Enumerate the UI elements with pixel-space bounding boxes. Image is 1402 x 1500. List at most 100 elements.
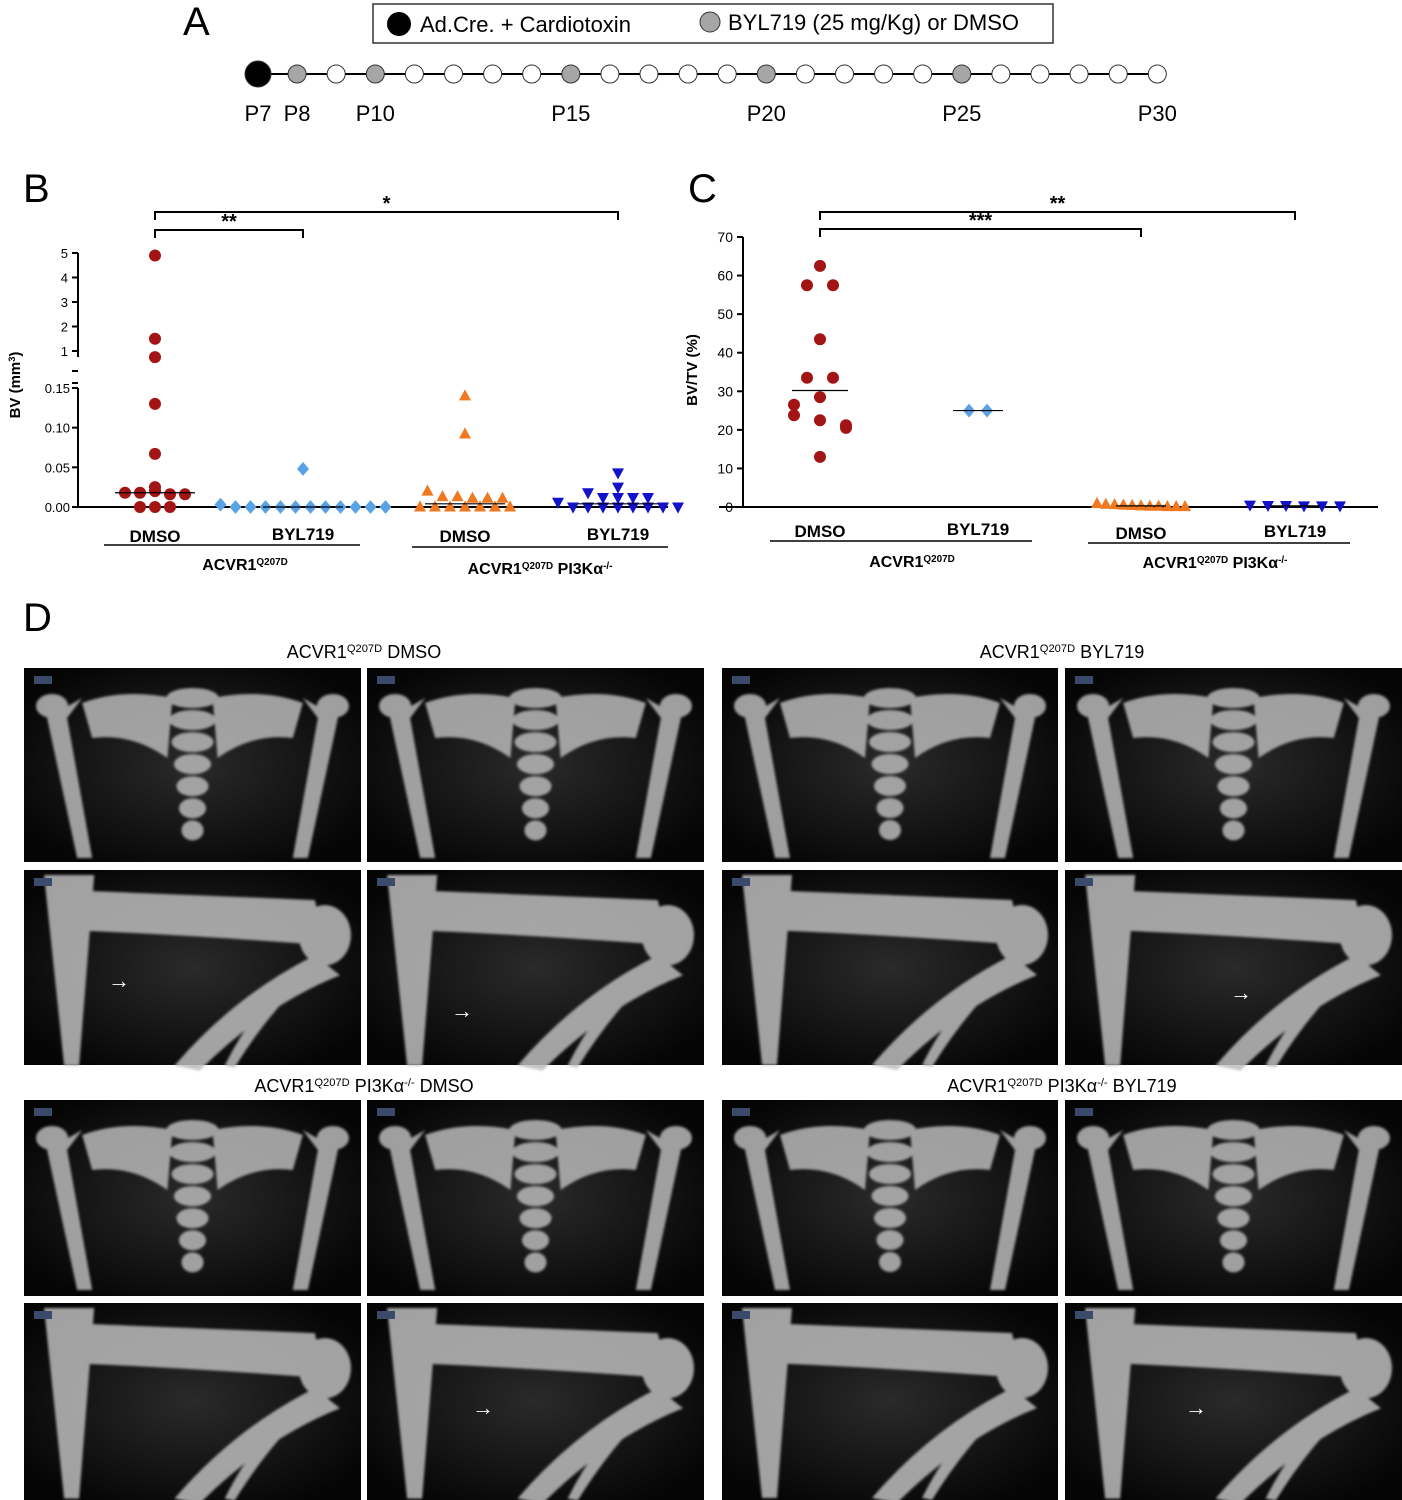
image-group-title: ACVR1Q207D PI3Kα-/- BYL719 bbox=[947, 1076, 1176, 1096]
femur-left bbox=[745, 1130, 790, 1290]
significance-label: ** bbox=[221, 211, 237, 233]
hip-bone-left bbox=[780, 694, 870, 758]
adjacent-bone bbox=[387, 875, 438, 1066]
timeline-day-marker bbox=[244, 60, 272, 88]
data-point bbox=[244, 500, 257, 514]
vertebra bbox=[171, 732, 214, 753]
hip-bone-left bbox=[425, 1126, 516, 1190]
vertebra bbox=[869, 732, 911, 752]
limb-skeleton bbox=[1085, 875, 1392, 1071]
data-point bbox=[1280, 500, 1292, 513]
vertebra bbox=[173, 754, 212, 775]
data-point bbox=[364, 500, 377, 514]
data-point bbox=[504, 500, 516, 512]
hip-bone-left bbox=[1123, 694, 1214, 758]
data-point bbox=[642, 492, 654, 505]
vertebra bbox=[1212, 732, 1255, 753]
hip-bone-right bbox=[910, 1126, 1000, 1190]
data-point bbox=[657, 502, 669, 514]
data-point bbox=[612, 502, 624, 514]
data-point bbox=[801, 279, 813, 292]
data-point bbox=[149, 501, 161, 513]
scanner-logo bbox=[732, 676, 750, 684]
vertebra bbox=[521, 798, 550, 819]
group-label: ACVR1Q207D PI3Kα-/- bbox=[1143, 555, 1288, 573]
scanner-logo bbox=[1075, 1311, 1093, 1319]
femur-shaft bbox=[64, 1323, 325, 1379]
y-axis-label: BV (mm3) bbox=[7, 352, 24, 419]
white-arrow: → bbox=[1230, 980, 1252, 1005]
vertebra bbox=[509, 1119, 562, 1141]
scanner-logo bbox=[34, 676, 52, 684]
micro-ct-image bbox=[1065, 668, 1402, 862]
vertebra bbox=[874, 776, 906, 796]
y-tick-label: 5 bbox=[61, 246, 68, 261]
femur-left bbox=[47, 698, 93, 858]
adjacent-bone bbox=[44, 1308, 95, 1499]
micro-ct-image: → bbox=[1065, 870, 1402, 1071]
pelvis-skeleton bbox=[379, 687, 692, 858]
data-point bbox=[612, 492, 624, 505]
data-point bbox=[1135, 499, 1147, 511]
hip-bone-left bbox=[425, 694, 516, 758]
data-point bbox=[481, 491, 494, 503]
white-arrow: → bbox=[451, 998, 473, 1023]
micro-ct-image bbox=[1065, 1100, 1402, 1296]
vertebra bbox=[1209, 710, 1258, 731]
vertebra bbox=[869, 1164, 911, 1184]
knee-joint bbox=[1339, 1338, 1392, 1399]
vertebra bbox=[1214, 1186, 1253, 1207]
y-tick-label: 2 bbox=[61, 320, 68, 335]
pelvis-skeleton bbox=[36, 1119, 349, 1290]
micro-ct-image bbox=[24, 1100, 361, 1296]
knee-joint bbox=[298, 1338, 351, 1399]
image-group-title: ACVR1Q207D BYL719 bbox=[980, 642, 1144, 662]
y-tick-label: 0.05 bbox=[45, 460, 70, 475]
hip-bone-right bbox=[212, 694, 303, 758]
data-point bbox=[164, 501, 176, 513]
significance-label: ** bbox=[1050, 193, 1066, 215]
y-tick-label: 3 bbox=[61, 295, 68, 310]
vertebra bbox=[514, 1164, 557, 1185]
group-label: ACVR1Q207D bbox=[869, 554, 955, 572]
knee-joint bbox=[659, 1125, 692, 1151]
knee-joint bbox=[996, 905, 1048, 965]
panel-label-a: A bbox=[183, 0, 210, 44]
y-tick-label: 30 bbox=[717, 383, 733, 399]
vertebra bbox=[1212, 1164, 1255, 1185]
significance-bracket bbox=[154, 229, 304, 238]
data-point bbox=[627, 492, 639, 505]
vertebra bbox=[171, 1164, 214, 1185]
limb-skeleton bbox=[387, 1308, 694, 1500]
micro-ct-image bbox=[722, 1100, 1058, 1296]
timeline-day-marker bbox=[991, 64, 1011, 84]
adjacent-bone bbox=[387, 1308, 438, 1499]
vertebra bbox=[524, 820, 547, 841]
data-point bbox=[379, 500, 392, 514]
micro-ct-image bbox=[722, 1303, 1058, 1500]
data-point bbox=[1117, 498, 1130, 510]
x-category-label: BYL719 bbox=[1264, 522, 1326, 541]
femur-left bbox=[390, 1130, 436, 1290]
data-point bbox=[149, 447, 161, 460]
timeline-day-marker bbox=[561, 64, 581, 84]
data-point bbox=[149, 351, 161, 364]
data-point bbox=[1179, 500, 1191, 512]
pelvis-skeleton bbox=[1077, 687, 1390, 858]
data-point bbox=[814, 259, 826, 272]
limb-skeleton bbox=[44, 1308, 351, 1500]
white-arrow: → bbox=[1185, 1395, 1207, 1420]
fibula bbox=[224, 960, 317, 1068]
data-point bbox=[421, 484, 434, 496]
legend-gray-label: BYL719 (25 mg/Kg) or DMSO bbox=[728, 10, 1019, 35]
timeline-day-marker bbox=[952, 64, 972, 84]
timeline: P7 P8 P10 P15 P20 P25 P30 bbox=[244, 60, 1177, 126]
micro-ct-image bbox=[367, 668, 704, 862]
pelvis-skeleton bbox=[1077, 1119, 1390, 1290]
vertebra bbox=[1219, 1230, 1248, 1251]
knee-joint bbox=[36, 693, 69, 719]
knee-joint bbox=[36, 1125, 69, 1151]
knee-joint bbox=[641, 905, 694, 966]
vertebra bbox=[879, 1252, 901, 1272]
